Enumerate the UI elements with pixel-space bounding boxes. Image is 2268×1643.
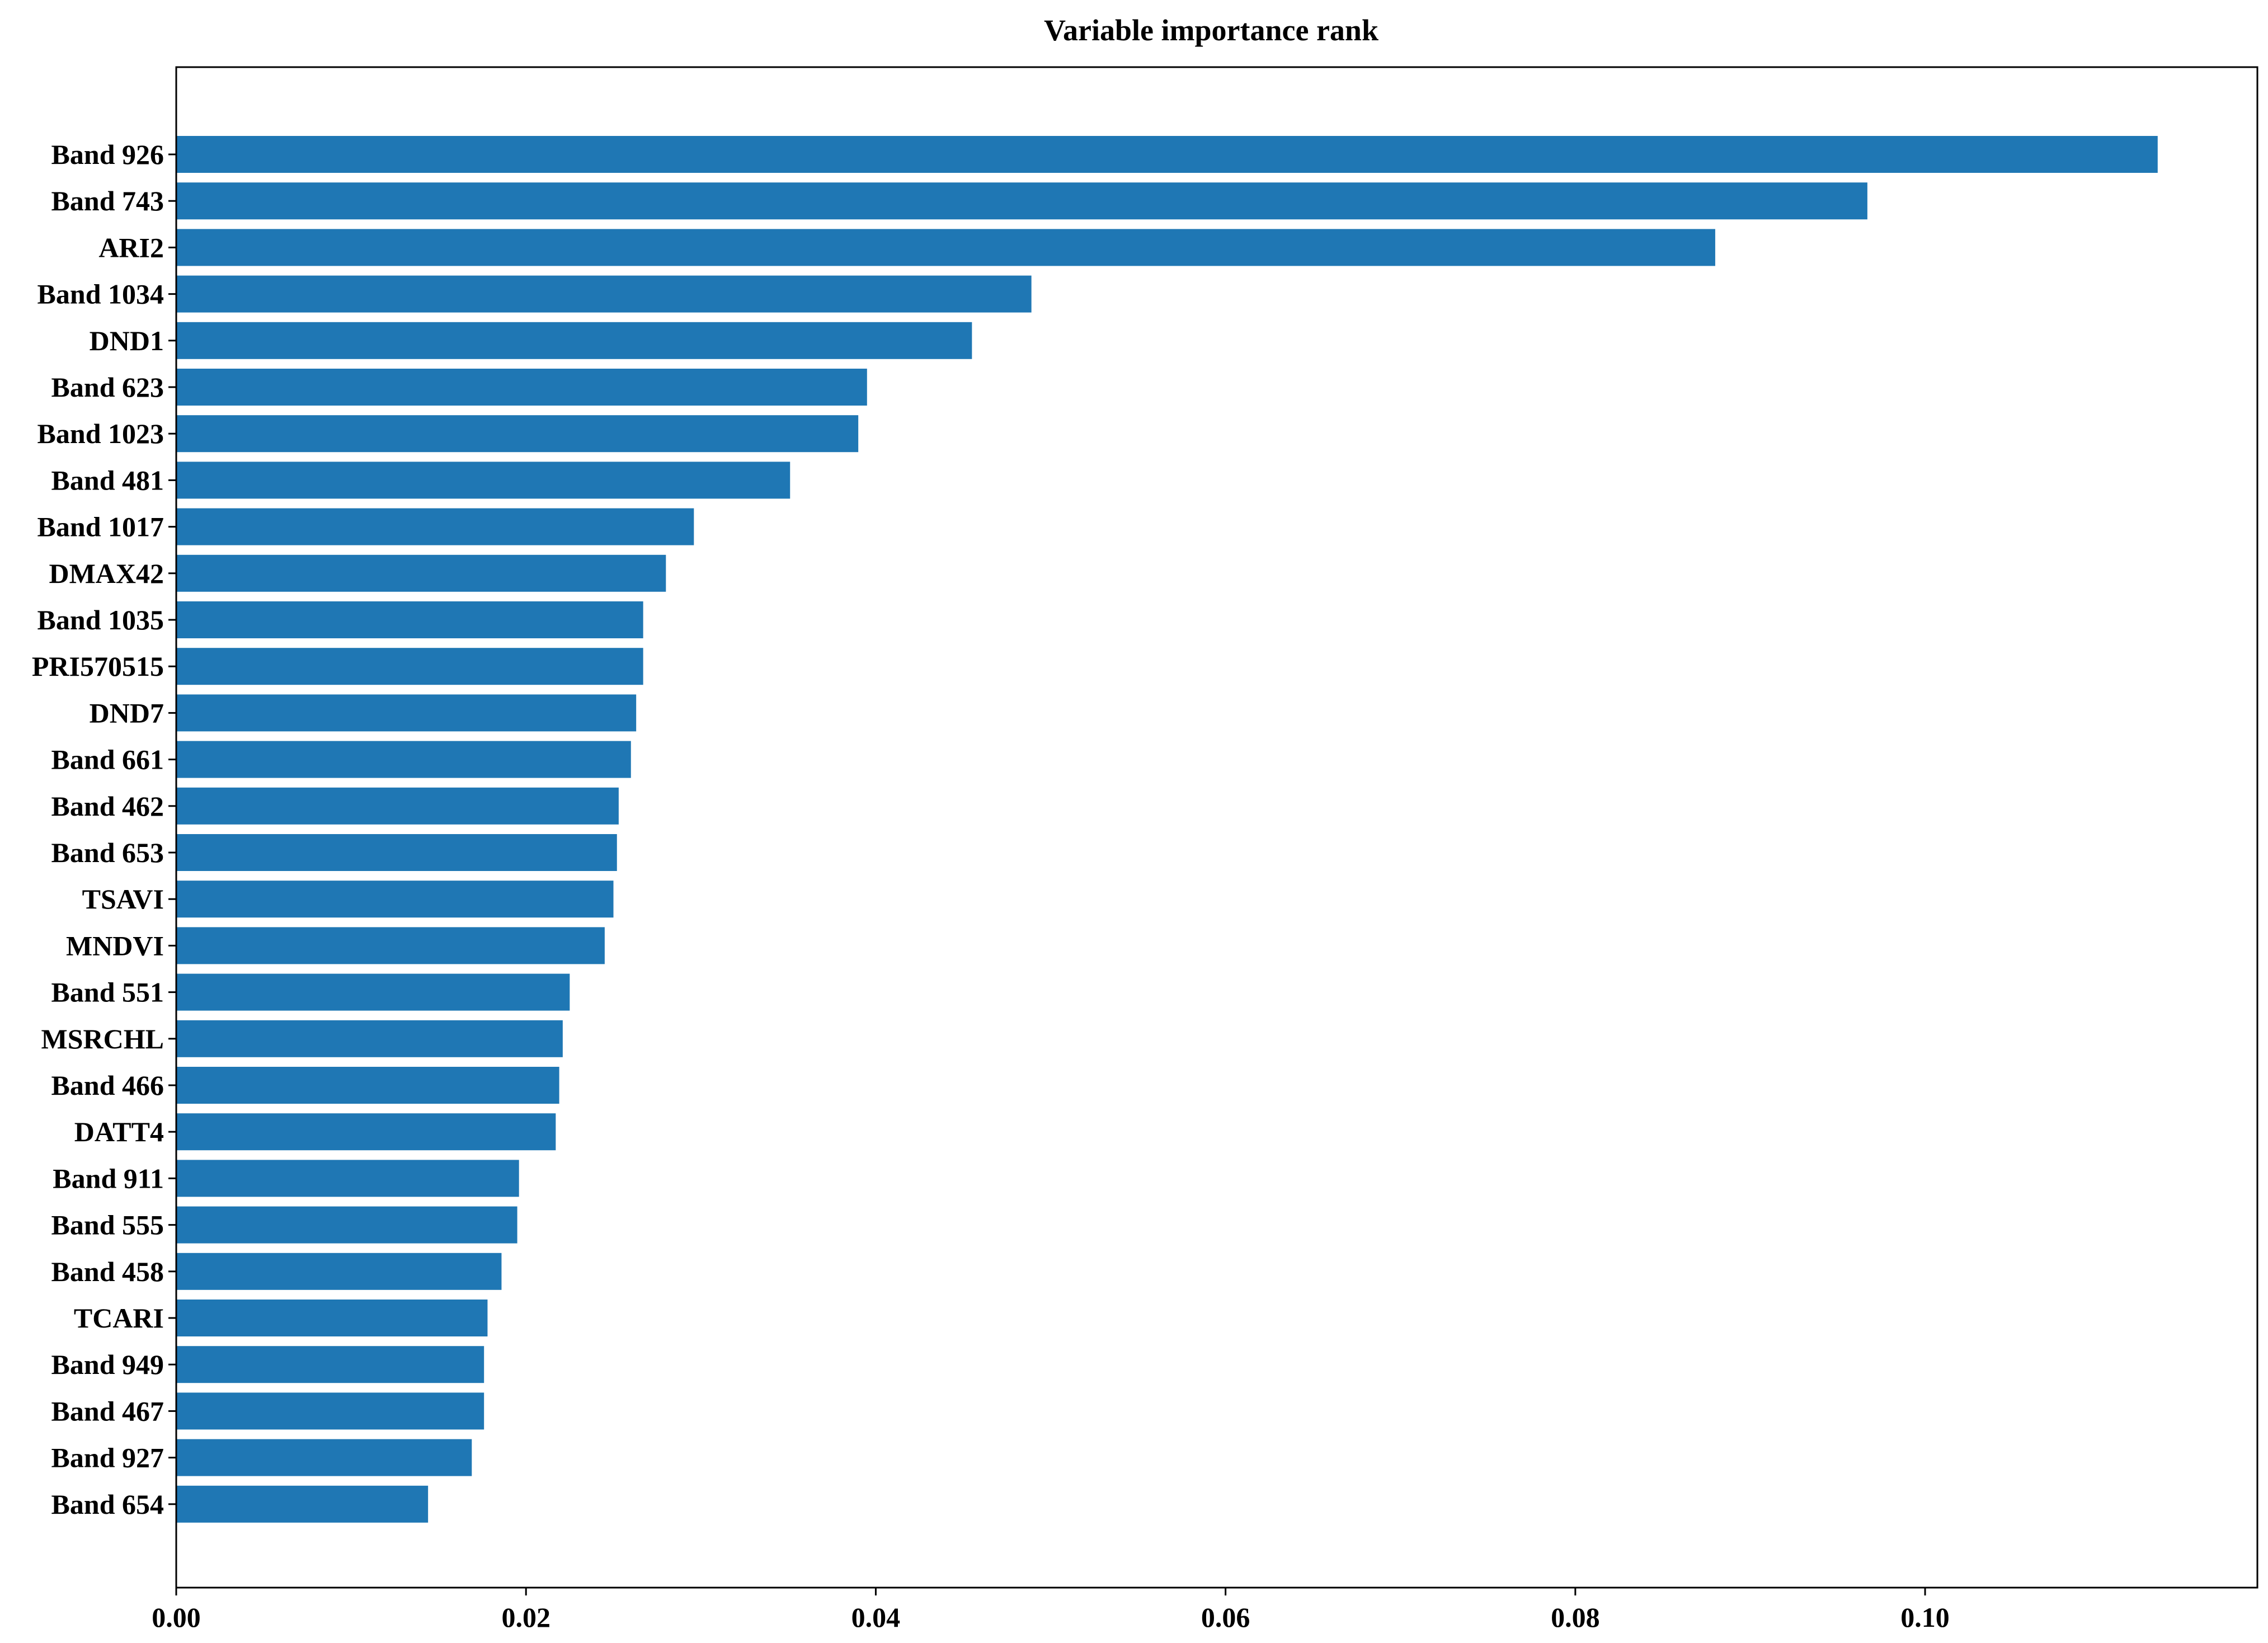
y-tick-label: Band 743 [51,185,164,216]
bar [176,508,694,545]
bar [176,182,1867,220]
x-tick-label: 0.10 [1900,1602,1950,1633]
y-tick-label: Band 623 [51,371,164,403]
y-tick-label: Band 466 [51,1070,164,1101]
bar [176,369,867,406]
bar [176,1300,488,1336]
bar [176,834,617,871]
y-tick-label: DATT4 [74,1116,164,1147]
bar [176,787,619,825]
bar [176,741,631,778]
y-tick-label: Band 1023 [37,418,164,449]
bar [176,973,570,1011]
y-tick-label: Band 926 [51,139,164,170]
y-tick-label: Band 927 [51,1442,164,1473]
bar [176,601,643,638]
bar [176,648,643,685]
y-tick-label: Band 911 [53,1162,164,1194]
y-tick-label: Band 1035 [37,604,164,635]
y-tick-label: Band 654 [51,1489,164,1520]
bars-layer [176,136,2158,1523]
bar [176,554,666,592]
y-tick-label: Band 551 [51,977,164,1008]
y-tick-label: PRI570515 [32,651,164,682]
y-tick-label: ARI2 [98,232,164,263]
y-tick-label: Band 462 [51,790,164,822]
x-tick-label: 0.08 [1551,1602,1600,1633]
x-tick-label: 0.02 [501,1602,550,1633]
x-axis: 0.00 0.02 0.04 0.06 0.08 0.10 [152,1588,1950,1633]
plot-frame [175,66,2258,1589]
bar [176,136,2158,173]
y-tick-label: Band 1017 [37,511,164,543]
bar [176,1485,429,1523]
y-tick-label: TCARI [74,1302,164,1334]
bar [176,1392,484,1430]
y-tick-label: Band 467 [51,1395,164,1427]
y-tick-label: Band 481 [51,464,164,496]
bar [176,1206,517,1244]
y-tick-label: MSRCHL [41,1023,164,1054]
y-tick-label: MNDVI [66,930,164,961]
y-tick-label: Band 653 [51,837,164,868]
y-axis: Band 926 Band 743 ARI2 Band 1034 DND1 Band 62… [32,139,176,1520]
y-tick-label: Band 555 [51,1209,164,1241]
x-tick-label: 0.06 [1201,1602,1250,1633]
bar [176,1346,484,1383]
chart-title: Variable importance rank [1044,13,1378,47]
bar [176,1067,559,1104]
y-tick-label: Band 661 [51,744,164,775]
y-tick-label: DND7 [90,697,164,728]
x-tick-label: 0.00 [152,1602,201,1633]
bar [176,275,1032,313]
bar [176,322,972,359]
y-tick-label: DMAX42 [49,558,164,589]
bar [176,1113,556,1151]
bar [176,415,859,453]
bar [176,927,605,964]
bar [176,1253,502,1290]
bar [176,694,637,732]
bar [176,881,614,918]
bar [176,1020,563,1057]
y-tick-label: DND1 [90,325,164,356]
bar [176,229,1715,266]
x-tick-label: 0.04 [851,1602,901,1633]
bar [176,1439,472,1476]
y-tick-label: Band 949 [51,1349,164,1380]
y-tick-label: TSAVI [82,883,164,915]
y-tick-label: Band 1034 [37,279,164,310]
bar [176,462,790,499]
bar [176,1160,519,1197]
y-tick-label: Band 458 [51,1256,164,1287]
